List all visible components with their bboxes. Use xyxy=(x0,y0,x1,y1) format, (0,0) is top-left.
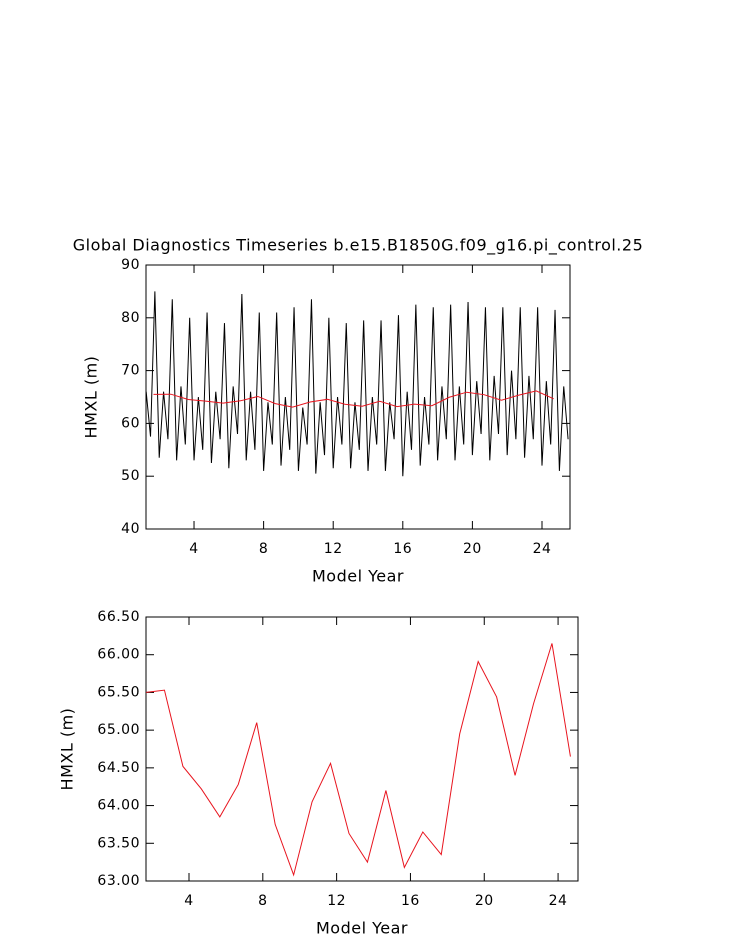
y-tick-label: 63.00 xyxy=(97,873,140,889)
x-tick-label: 24 xyxy=(533,541,552,557)
y-tick-label: 65.50 xyxy=(97,684,140,700)
y-tick-label: 63.50 xyxy=(97,835,140,851)
y-axis-label: HMXL (m) xyxy=(82,356,101,439)
series-line xyxy=(146,643,571,877)
y-tick-label: 40 xyxy=(121,521,140,537)
y-tick-label: 64.50 xyxy=(97,760,140,776)
x-tick-label: 24 xyxy=(549,893,568,909)
x-tick-label: 12 xyxy=(324,541,343,557)
x-axis-label: Model Year xyxy=(312,567,404,586)
y-tick-label: 66.50 xyxy=(97,609,140,625)
y-axis-label: HMXL (m) xyxy=(58,708,77,791)
x-tick-label: 12 xyxy=(327,893,346,909)
x-tick-label: 8 xyxy=(259,541,268,557)
x-tick-label: 16 xyxy=(393,541,412,557)
y-tick-label: 70 xyxy=(121,363,140,379)
series-line xyxy=(146,291,569,477)
plot-frame xyxy=(145,616,579,882)
y-tick-label: 90 xyxy=(121,257,140,273)
x-tick-label: 20 xyxy=(463,541,482,557)
x-tick-label: 20 xyxy=(475,893,494,909)
y-tick-label: 66.00 xyxy=(97,647,140,663)
y-tick-label: 80 xyxy=(121,310,140,326)
y-tick-label: 60 xyxy=(121,415,140,431)
x-tick-label: 16 xyxy=(401,893,420,909)
x-tick-label: 8 xyxy=(258,893,267,909)
series-line xyxy=(153,390,554,408)
plot-frame xyxy=(145,264,571,530)
y-tick-label: 65.00 xyxy=(97,722,140,738)
x-tick-label: 4 xyxy=(189,541,198,557)
y-tick-label: 64.00 xyxy=(97,798,140,814)
x-tick-label: 4 xyxy=(184,893,193,909)
x-axis-label: Model Year xyxy=(316,919,408,938)
y-tick-label: 50 xyxy=(121,468,140,484)
chart-title: Global Diagnostics Timeseries b.e15.B185… xyxy=(73,236,644,256)
